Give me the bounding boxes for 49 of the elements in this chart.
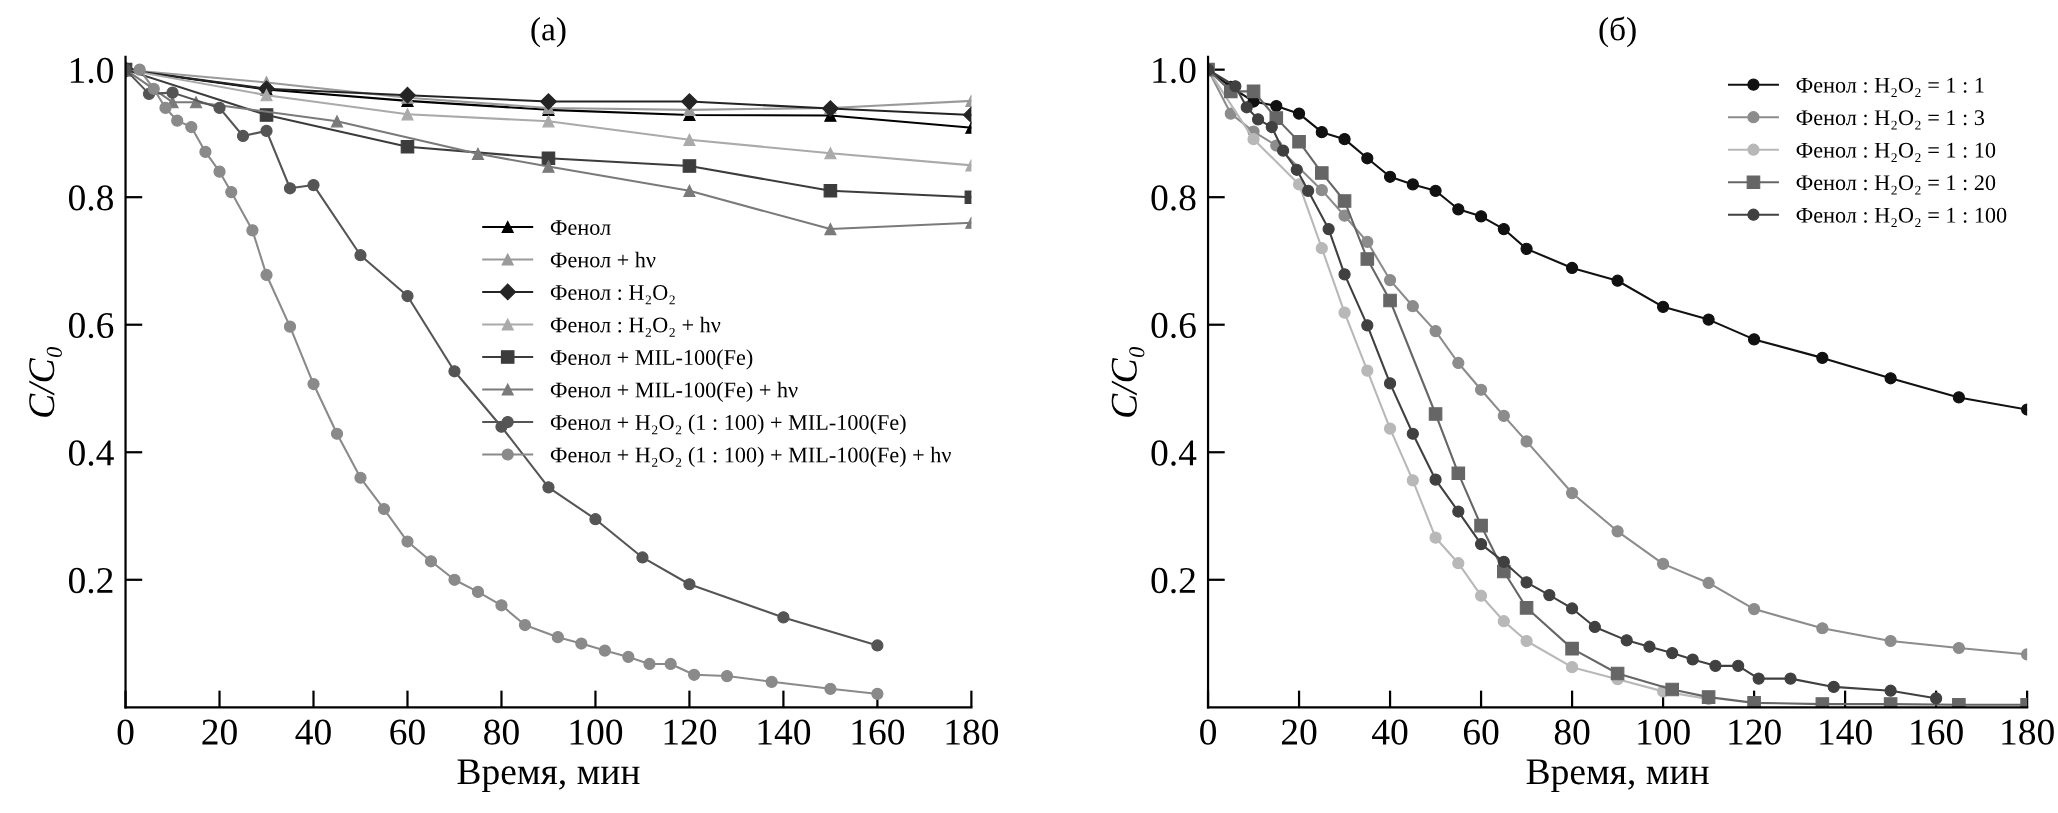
chart-title: (a) <box>531 17 566 48</box>
x-tick-label: 100 <box>1638 719 1690 745</box>
legend-label: Фенол + H₂O₂ (1 : 100) + MIL-100(Fe) <box>550 414 906 435</box>
legend-label: Фенол : H₂O₂ <box>550 285 675 305</box>
y-tick-label: 0.6 <box>68 312 114 339</box>
legend-label: Фенол : H₂O₂ + hν <box>550 316 721 337</box>
y-tick-label: 0.2 <box>1151 567 1195 594</box>
legend-label: Фенол + hν <box>550 251 656 268</box>
y-tick-label: 0.8 <box>68 185 113 211</box>
x-tick-label: 60 <box>1463 719 1499 745</box>
y-tick-label: 0.6 <box>1151 312 1196 339</box>
legend-label: Фенол <box>550 220 611 235</box>
legend-label: Фенол + MIL-100(Fe) + hν <box>550 381 798 402</box>
x-tick-label: 20 <box>1281 719 1317 745</box>
y-axis-title: C/C₀ <box>29 346 62 417</box>
y-tick-label: 0.4 <box>1151 440 1197 466</box>
x-tick-label: 180 <box>946 719 999 745</box>
y-tick-label: 1.0 <box>70 57 113 84</box>
x-axis-title: Время, мин <box>457 759 640 792</box>
x-tick-label: 120 <box>664 719 717 745</box>
x-tick-label: 120 <box>1729 719 1781 745</box>
legend-label: Фенол : H₂O₂ = 1 : 1 <box>1796 77 1984 97</box>
x-tick-label: 40 <box>295 719 331 745</box>
x-tick-label: 100 <box>570 719 623 745</box>
x-tick-label: 180 <box>2002 719 2054 745</box>
x-tick-label: 140 <box>1820 719 1872 745</box>
y-tick-label: 1.0 <box>1153 57 1196 84</box>
x-tick-label: 0 <box>117 719 134 745</box>
legend-label: Фенол : H₂O₂ = 1 : 20 <box>1796 175 1996 195</box>
x-axis-title: Время, мин <box>1526 759 1709 792</box>
x-tick-label: 40 <box>1372 719 1408 745</box>
chart-title: (б) <box>1599 16 1636 48</box>
legend-label: Фенол : H₂O₂ = 1 : 3 <box>1796 110 1985 130</box>
legend-label: Фенол : H₂O₂ = 1 : 100 <box>1796 207 2007 228</box>
x-tick-label: 160 <box>1911 719 1963 745</box>
x-tick-label: 80 <box>484 719 519 745</box>
y-tick-label: 0.2 <box>68 567 113 594</box>
x-tick-label: 0 <box>1200 719 1216 745</box>
legend-label: Фенол : H₂O₂ = 1 : 10 <box>1796 142 1996 163</box>
x-tick-label: 80 <box>1554 719 1590 745</box>
y-tick-label: 0.4 <box>68 440 114 466</box>
x-tick-label: 160 <box>852 719 905 745</box>
legend-label: Фенол + MIL-100(Fe) <box>550 349 753 370</box>
x-tick-label: 140 <box>758 719 811 745</box>
x-tick-label: 20 <box>202 719 237 745</box>
y-tick-label: 0.8 <box>1151 185 1196 211</box>
y-axis-title: C/C₀ <box>1111 346 1145 417</box>
x-tick-label: 60 <box>390 719 425 745</box>
legend-label: Фенол + H₂O₂ (1 : 100) + MIL-100(Fe) + hν <box>550 446 951 468</box>
